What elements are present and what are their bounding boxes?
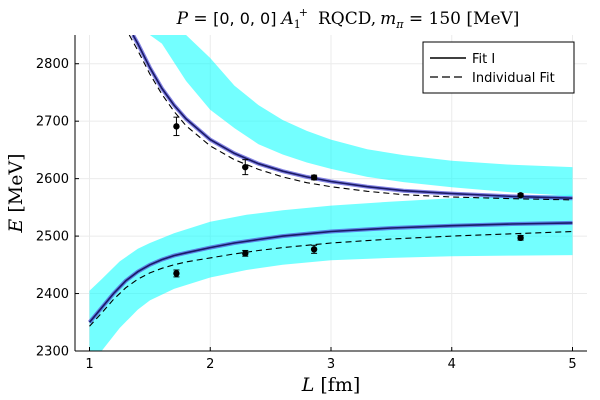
title-mass-symbol: m xyxy=(380,9,396,29)
x-axis-unit: [fm] xyxy=(314,374,360,396)
fit-i-upper-line xyxy=(132,35,573,199)
x-tick-label: 3 xyxy=(327,357,335,372)
title-momentum: [0, 0, 0] xyxy=(213,9,276,28)
legend-label-individual: Individual Fit xyxy=(472,71,555,86)
title-irrep: A xyxy=(279,9,293,29)
data-point xyxy=(173,270,180,277)
data-point xyxy=(310,246,318,253)
data-point xyxy=(517,192,524,199)
x-axis-label: L [fm] xyxy=(301,374,361,396)
fit-lines xyxy=(87,35,573,327)
title-lhs: P xyxy=(176,9,189,29)
chart-title: P = [0, 0, 0] A1+ RQCD, mπ = 150 [MeV] xyxy=(176,6,520,31)
y-tick-label: 2800 xyxy=(36,57,69,72)
title-mass-eq: = 150 xyxy=(404,9,467,29)
fit-i-lower-line xyxy=(88,222,573,323)
y-tick-label: 2600 xyxy=(36,172,69,187)
title-irrep-sup: + xyxy=(299,6,308,19)
title-collab: RQCD, xyxy=(318,9,376,29)
data-point xyxy=(242,163,249,171)
error-bands xyxy=(89,35,573,351)
title-eq: = xyxy=(188,9,213,29)
individual-fit-upper-line xyxy=(128,35,573,201)
x-tick-label: 1 xyxy=(85,357,93,372)
y-tick-label: 2400 xyxy=(36,287,69,302)
title-mass-sub: π xyxy=(395,18,404,31)
y-axis-label: E [MeV] xyxy=(5,153,27,233)
y-axis-var: E xyxy=(5,219,27,234)
y-tick-label: 2500 xyxy=(36,230,69,245)
x-tick-label: 5 xyxy=(568,357,576,372)
upper-level-band xyxy=(149,35,573,196)
x-tick-label: 2 xyxy=(206,357,214,372)
title-irrep-sub: 1 xyxy=(294,18,301,31)
title-mass-unit: [MeV] xyxy=(466,9,519,29)
data-point xyxy=(310,174,318,181)
individual-fit-lower-line xyxy=(89,230,573,327)
y-tick-label: 2300 xyxy=(36,345,69,360)
axis-ticks: 1 2 3 4 5 2300 2400 2500 2600 2700 2800 xyxy=(36,57,577,372)
data-point xyxy=(517,234,524,242)
legend: Fit I Individual Fit xyxy=(422,41,575,94)
x-tick-label: 4 xyxy=(448,357,456,372)
data-point xyxy=(173,123,180,130)
y-axis-unit: [MeV] xyxy=(5,153,27,218)
y-tick-label: 2700 xyxy=(36,115,69,130)
lower-level-band xyxy=(89,194,573,351)
x-axis-var: L xyxy=(301,374,315,396)
legend-box xyxy=(422,41,575,94)
legend-label-fit: Fit I xyxy=(472,52,495,67)
data-point xyxy=(242,250,249,257)
data-points xyxy=(173,116,524,278)
